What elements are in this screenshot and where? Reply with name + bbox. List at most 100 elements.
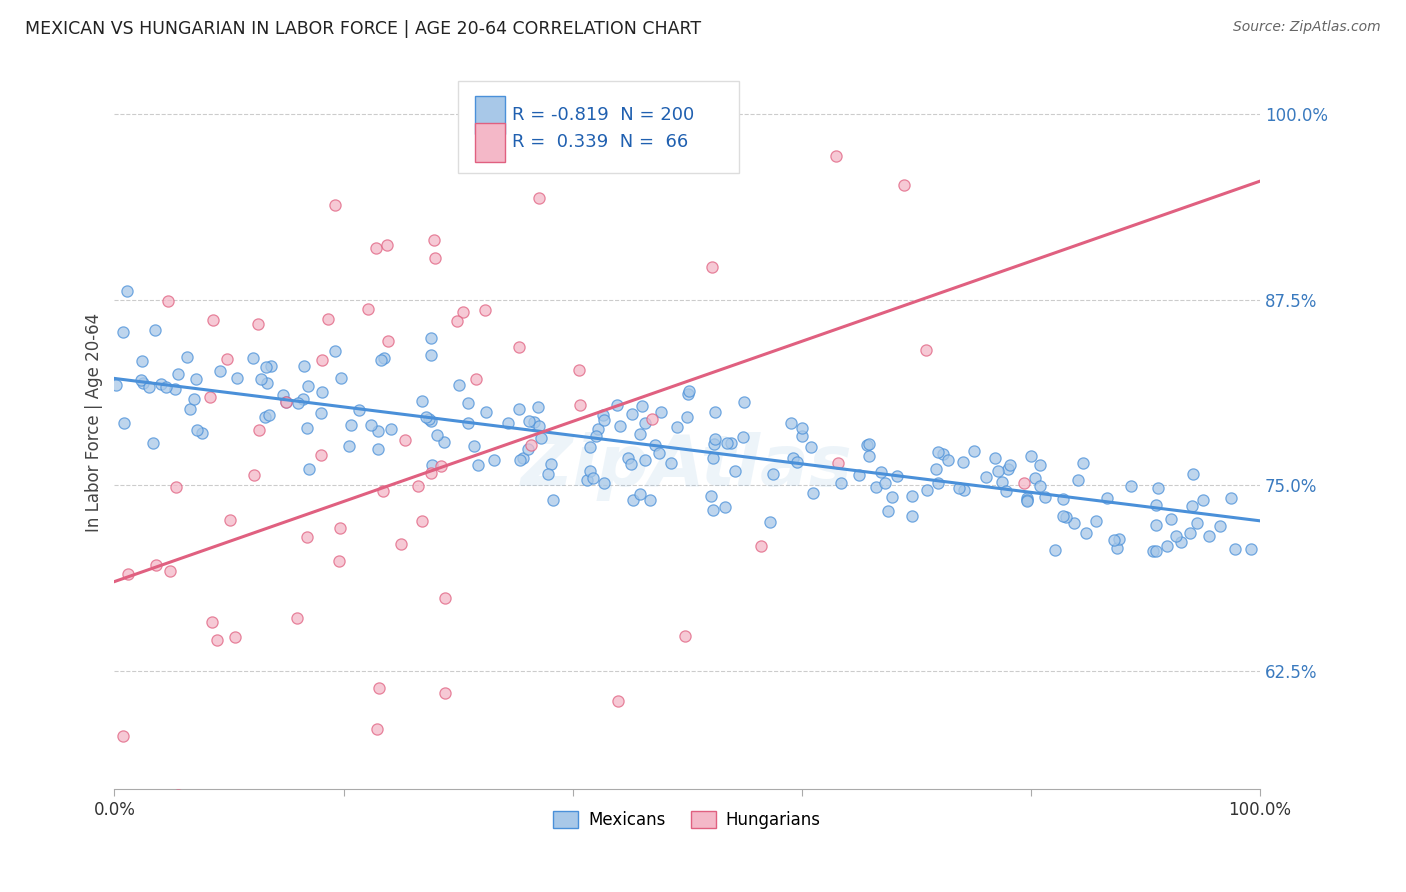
Point [250, 372, 273, 386]
Point [446, 313, 468, 327]
Point [1043, 543, 1066, 558]
Point [457, 396, 479, 410]
Point [1017, 493, 1039, 508]
Point [886, 469, 908, 483]
Point [1076, 525, 1098, 540]
Point [1063, 516, 1085, 530]
Point [323, 197, 346, 211]
Point [994, 483, 1017, 498]
Point [801, 486, 824, 500]
Point [659, 456, 682, 470]
Point [678, 384, 700, 398]
Point [1209, 519, 1232, 533]
Point [650, 405, 672, 419]
Point [952, 455, 974, 469]
Point [253, 409, 276, 424]
Point [451, 304, 474, 318]
Point [526, 400, 548, 414]
Point [927, 476, 949, 491]
Point [1240, 542, 1263, 557]
Point [1142, 543, 1164, 558]
Point [914, 343, 936, 358]
Point [516, 442, 538, 457]
Point [426, 428, 449, 442]
Point [519, 438, 541, 452]
Text: Source: ZipAtlas.com: Source: ZipAtlas.com [1233, 20, 1381, 34]
Point [984, 450, 1007, 465]
Point [1085, 514, 1108, 528]
Point [848, 467, 870, 482]
Point [373, 483, 395, 498]
Point [183, 392, 205, 407]
Point [782, 451, 804, 466]
Point [731, 430, 754, 444]
Point [634, 416, 657, 430]
Point [1012, 476, 1035, 491]
Point [1052, 509, 1074, 524]
Point [987, 464, 1010, 478]
Point [527, 419, 550, 434]
Point [132, 376, 155, 390]
Point [143, 323, 166, 337]
Point [631, 399, 654, 413]
Point [242, 351, 264, 365]
Text: R =  0.339  N =  66: R = 0.339 N = 66 [512, 134, 688, 152]
Point [938, 452, 960, 467]
Point [628, 487, 651, 501]
Point [242, 468, 264, 483]
Point [1198, 528, 1220, 542]
Point [1178, 525, 1201, 540]
Point [520, 93, 543, 107]
Point [593, 413, 616, 427]
Point [217, 352, 239, 367]
Point [700, 260, 723, 274]
Point [1021, 450, 1043, 464]
Point [176, 350, 198, 364]
Point [496, 417, 519, 431]
Point [138, 379, 160, 393]
Point [704, 432, 727, 446]
Point [201, 615, 224, 629]
Point [111, 326, 134, 340]
Point [377, 334, 399, 349]
Point [271, 388, 294, 402]
Point [292, 392, 315, 407]
Point [1029, 479, 1052, 493]
Point [621, 407, 644, 421]
Point [225, 371, 247, 385]
Point [606, 694, 628, 708]
Point [198, 390, 221, 404]
Point [1156, 539, 1178, 553]
Point [1052, 492, 1074, 507]
Point [411, 514, 433, 528]
Point [858, 449, 880, 463]
Point [165, 382, 187, 396]
Point [567, 363, 589, 377]
Point [1024, 471, 1046, 485]
Point [592, 408, 614, 422]
Point [508, 401, 530, 416]
Point [749, 540, 772, 554]
Point [1144, 518, 1167, 533]
Y-axis label: In Labor Force | Age 20-64: In Labor Force | Age 20-64 [86, 312, 103, 532]
Point [568, 398, 591, 412]
Point [537, 467, 560, 481]
Point [367, 442, 389, 456]
Point [380, 422, 402, 436]
Point [578, 464, 600, 478]
Point [420, 466, 443, 480]
Point [433, 591, 456, 605]
Point [366, 241, 388, 255]
Point [865, 480, 887, 494]
Point [257, 408, 280, 422]
Point [616, 450, 638, 465]
Point [1119, 479, 1142, 493]
Point [297, 462, 319, 476]
Point [901, 489, 924, 503]
Point [287, 396, 309, 410]
Point [723, 464, 745, 478]
Point [620, 458, 643, 472]
Point [974, 470, 997, 484]
Point [464, 372, 486, 386]
Point [869, 465, 891, 479]
